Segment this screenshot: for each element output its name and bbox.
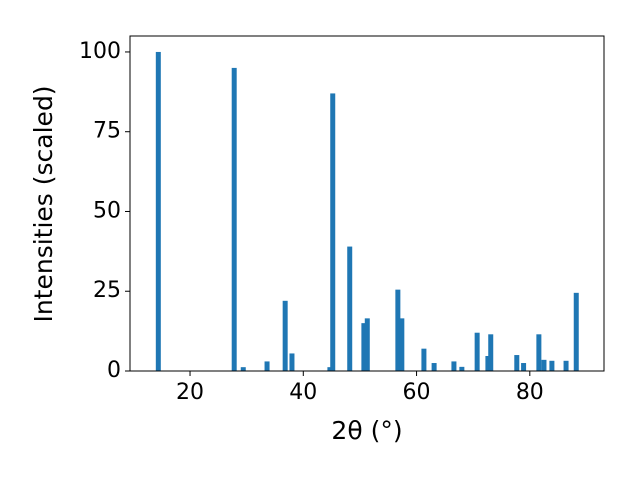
bar — [536, 334, 542, 371]
y-tick-label: 0 — [107, 358, 121, 383]
y-axis-label: Intensities (scaled) — [29, 85, 58, 322]
x-tick-label: 40 — [289, 380, 317, 405]
x-axis-label: 2θ (°) — [331, 416, 402, 445]
bar — [264, 361, 270, 371]
bar — [488, 334, 494, 371]
bar — [521, 363, 527, 371]
bar — [514, 355, 520, 371]
bar — [240, 367, 246, 371]
bar — [573, 292, 579, 371]
bar — [327, 367, 333, 371]
bar — [399, 318, 405, 371]
bar — [330, 93, 336, 371]
x-tick-label: 20 — [176, 380, 204, 405]
bar — [474, 332, 480, 371]
bar — [549, 360, 555, 371]
bar — [364, 318, 370, 371]
bar — [155, 51, 161, 371]
bar — [451, 361, 457, 371]
bar — [282, 300, 288, 371]
plot-frame — [129, 35, 605, 372]
bar — [431, 363, 437, 371]
x-tick-label: 60 — [403, 380, 431, 405]
y-tick-label: 25 — [93, 278, 121, 303]
y-tick-label: 75 — [93, 119, 121, 144]
bar — [485, 356, 491, 371]
bar — [347, 246, 353, 371]
bar — [361, 323, 367, 371]
bar — [421, 348, 427, 371]
bar — [395, 289, 401, 371]
x-tick-label: 80 — [516, 380, 544, 405]
y-tick-label: 100 — [79, 39, 121, 64]
bar — [563, 360, 569, 371]
bar — [541, 359, 547, 371]
y-tick-label: 50 — [93, 198, 121, 223]
bar — [459, 366, 465, 371]
bar — [231, 67, 237, 372]
bar — [289, 353, 295, 371]
